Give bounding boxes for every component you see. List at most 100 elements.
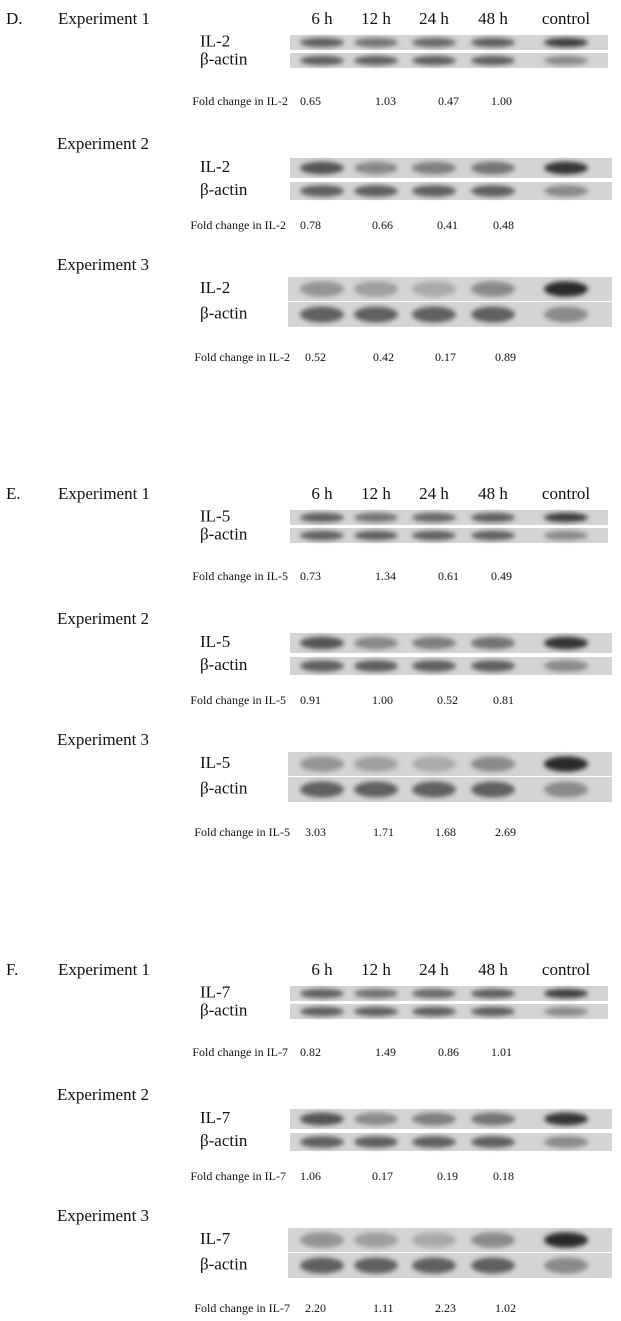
- blot-band: [300, 782, 344, 798]
- blot-band: [471, 38, 515, 48]
- fold-change-value: 0.89: [495, 350, 516, 364]
- blot-band: [354, 185, 398, 197]
- blot-band: [471, 989, 515, 999]
- blot-band: [300, 1258, 344, 1274]
- blot-band: [300, 1113, 344, 1126]
- blot-band: [300, 1136, 344, 1148]
- blot-band: [471, 531, 515, 541]
- fold-change-value: 1.71: [373, 825, 394, 839]
- blot-band: [544, 513, 588, 523]
- time-point: 12 h: [361, 484, 391, 503]
- blot-band: [412, 989, 456, 999]
- fold-change-value: 0.17: [372, 1169, 393, 1183]
- blot-band: [544, 56, 588, 66]
- band-label: IL-5: [200, 506, 230, 525]
- fold-change-value: 2.20: [305, 1301, 326, 1315]
- fold-change-label: Fold change in IL-5: [194, 825, 290, 839]
- blot-band: [412, 513, 456, 523]
- blot-band: [412, 1007, 456, 1017]
- time-point: 48 h: [478, 9, 508, 28]
- experiment-name: Experiment 3: [57, 255, 149, 274]
- blot-band: [544, 989, 588, 999]
- blot-band: [412, 281, 456, 296]
- fold-change-value: 1.00: [372, 693, 393, 707]
- blot-band: [300, 660, 344, 672]
- blot-band: [300, 513, 344, 523]
- fold-change-label: Fold change in IL-2: [190, 218, 286, 232]
- fold-change-value: 1.68: [435, 825, 456, 839]
- experiment-name: Experiment 1: [58, 9, 150, 28]
- blot-band: [471, 637, 515, 650]
- blot-band: [354, 756, 398, 771]
- band-label: IL-7: [200, 1229, 231, 1248]
- fold-change-value: 0.52: [437, 693, 458, 707]
- band-label: IL-7: [200, 1108, 231, 1127]
- fold-change-value: 0.18: [493, 1169, 514, 1183]
- fold-change-value: 0.61: [438, 569, 459, 583]
- fold-change-value: 2.69: [495, 825, 516, 839]
- band-label: β-actin: [200, 1131, 248, 1150]
- blot-band: [300, 756, 344, 771]
- blot-band: [354, 637, 398, 650]
- fold-change-value: 1.02: [495, 1301, 516, 1315]
- blot-band: [354, 38, 398, 48]
- band-label: β-actin: [200, 778, 248, 797]
- blot-band: [412, 1232, 456, 1247]
- blot-band: [300, 185, 344, 197]
- blot-band: [354, 513, 398, 523]
- blot-band: [471, 185, 515, 197]
- blot-band: [354, 1136, 398, 1148]
- fold-change-value: 0.78: [300, 218, 321, 232]
- band-label: β-actin: [200, 1254, 248, 1273]
- fold-change-value: 0.86: [438, 1045, 459, 1059]
- blot-band: [544, 531, 588, 541]
- blot-band: [300, 162, 344, 175]
- blot-band: [544, 1258, 588, 1274]
- experiment-name: Experiment 2: [57, 1085, 149, 1104]
- fold-change-value: 0.47: [438, 94, 459, 108]
- fold-change-value: 3.03: [305, 825, 326, 839]
- fold-change-value: 0.42: [373, 350, 394, 364]
- fold-change-value: 1.06: [300, 1169, 321, 1183]
- panel-label: D.: [6, 9, 23, 28]
- fold-change-value: 0.48: [493, 218, 514, 232]
- blot-band: [471, 756, 515, 771]
- blot-band: [354, 531, 398, 541]
- blot-band: [354, 660, 398, 672]
- panel-label: F.: [6, 960, 18, 979]
- blot-band: [354, 1113, 398, 1126]
- fold-change-label: Fold change in IL-7: [194, 1301, 290, 1315]
- blot-band: [300, 1007, 344, 1017]
- blot-band: [471, 1136, 515, 1148]
- band-label: IL-7: [200, 982, 231, 1001]
- time-point: 48 h: [478, 484, 508, 503]
- time-point: 24 h: [419, 484, 449, 503]
- fold-change-value: 0.82: [300, 1045, 321, 1059]
- blot-band: [544, 782, 588, 798]
- band-label: IL-5: [200, 753, 230, 772]
- fold-change-label: Fold change in IL-5: [192, 569, 288, 583]
- time-point: 6 h: [311, 484, 333, 503]
- figure: D.6 h12 h24 h48 hcontrolExperiment 1IL-2…: [0, 0, 621, 1321]
- blot-band: [412, 637, 456, 650]
- blot-band: [544, 281, 588, 296]
- blot-band: [300, 307, 344, 323]
- blot-band: [354, 989, 398, 999]
- fold-change-label: Fold change in IL-2: [194, 350, 290, 364]
- blot-band: [354, 1232, 398, 1247]
- blot-band: [471, 513, 515, 523]
- blot-band: [354, 56, 398, 66]
- fold-change-value: 0.73: [300, 569, 321, 583]
- time-point: 12 h: [361, 9, 391, 28]
- fold-change-label: Fold change in IL-5: [190, 693, 286, 707]
- blot-band: [354, 1258, 398, 1274]
- time-point: 48 h: [478, 960, 508, 979]
- fold-change-value: 0.49: [491, 569, 512, 583]
- time-point: control: [542, 960, 590, 979]
- blot-band: [412, 531, 456, 541]
- blot-band: [300, 989, 344, 999]
- band-label: β-actin: [200, 303, 248, 322]
- fold-change-value: 0.17: [435, 350, 456, 364]
- panel-label: E.: [6, 484, 21, 503]
- fold-change-value: 2.23: [435, 1301, 456, 1315]
